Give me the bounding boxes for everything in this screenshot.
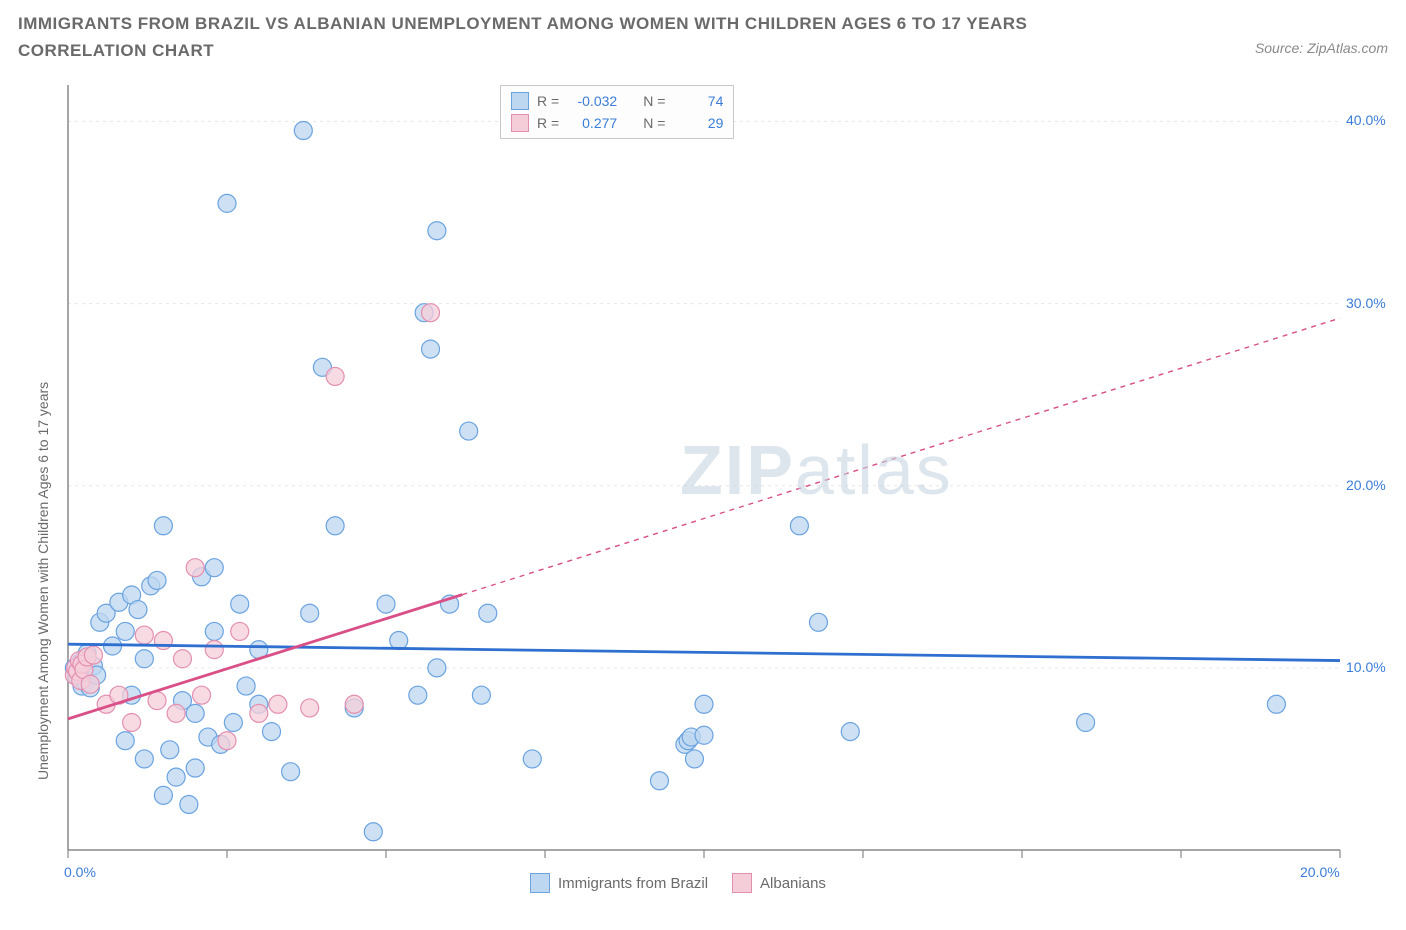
- correlation-legend: R = -0.032 N = 74 R = 0.277 N = 29: [500, 85, 734, 139]
- r-label: R =: [537, 112, 559, 134]
- n-value: 29: [673, 112, 723, 134]
- legend-series-label: Immigrants from Brazil: [558, 875, 708, 892]
- r-value: 0.277: [567, 112, 617, 134]
- legend-swatch: [511, 114, 529, 132]
- y-tick-label: 20.0%: [1346, 477, 1386, 493]
- x-tick-label: 0.0%: [64, 864, 96, 880]
- scatter-chart-svg: [40, 80, 1380, 895]
- x-tick-label: 20.0%: [1300, 864, 1340, 880]
- series-legend: Immigrants from Brazil Albanians: [530, 873, 826, 893]
- source-attribution: Source: ZipAtlas.com: [1255, 40, 1388, 56]
- chart-area: Unemployment Among Women with Children A…: [40, 80, 1380, 895]
- legend-correlation-row: R = -0.032 N = 74: [511, 90, 723, 112]
- legend-series-label: Albanians: [760, 875, 826, 892]
- legend-swatch: [511, 92, 529, 110]
- n-label: N =: [643, 112, 665, 134]
- legend-correlation-row: R = 0.277 N = 29: [511, 112, 723, 134]
- y-axis-label: Unemployment Among Women with Children A…: [35, 382, 51, 780]
- r-value: -0.032: [567, 90, 617, 112]
- y-tick-label: 40.0%: [1346, 112, 1386, 128]
- legend-swatch: [732, 873, 752, 893]
- legend-series-item: Albanians: [732, 873, 826, 893]
- n-value: 74: [673, 90, 723, 112]
- y-tick-label: 10.0%: [1346, 659, 1386, 675]
- legend-series-item: Immigrants from Brazil: [530, 873, 708, 893]
- y-tick-label: 30.0%: [1346, 295, 1386, 311]
- n-label: N =: [643, 90, 665, 112]
- chart-title: IMMIGRANTS FROM BRAZIL VS ALBANIAN UNEMP…: [18, 10, 1118, 64]
- r-label: R =: [537, 90, 559, 112]
- legend-swatch: [530, 873, 550, 893]
